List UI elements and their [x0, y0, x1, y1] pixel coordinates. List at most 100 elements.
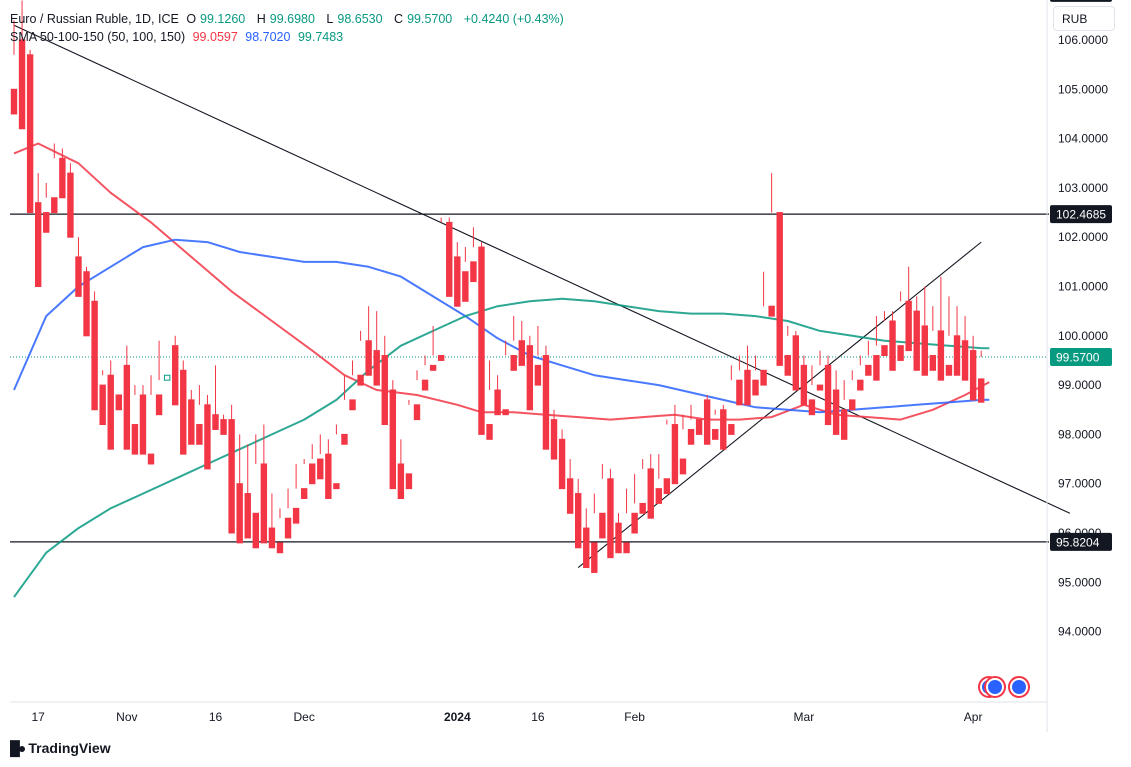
candle[interactable] [220, 414, 227, 435]
candle[interactable] [486, 360, 493, 440]
candle[interactable] [824, 355, 832, 426]
candle[interactable] [800, 355, 808, 406]
candle[interactable] [107, 360, 114, 450]
candle[interactable] [768, 173, 775, 317]
candle[interactable] [317, 434, 324, 480]
trendline-1[interactable] [13, 24, 1071, 514]
candle[interactable] [792, 330, 800, 391]
candle[interactable] [671, 404, 679, 485]
candle[interactable] [470, 227, 477, 283]
tradingview-logo[interactable]: █● TradingView [10, 740, 111, 756]
candle[interactable] [784, 325, 791, 376]
candle[interactable] [752, 355, 759, 396]
candle[interactable] [526, 335, 534, 411]
candle[interactable] [961, 316, 969, 381]
level-price-tag[interactable]: 106.9560 [1050, 0, 1112, 2]
candle[interactable] [857, 355, 864, 391]
candle[interactable] [429, 325, 437, 371]
candle[interactable] [147, 375, 155, 465]
candle[interactable] [34, 173, 42, 287]
last-price-tag[interactable]: 99.5700 [1050, 347, 1112, 366]
candle[interactable] [905, 266, 912, 352]
candle[interactable] [897, 291, 904, 361]
candle[interactable] [421, 355, 429, 391]
candle[interactable] [744, 345, 751, 406]
candle[interactable] [478, 242, 485, 435]
candle[interactable] [115, 365, 122, 411]
candle[interactable] [292, 463, 300, 524]
candle[interactable] [873, 316, 880, 381]
candle[interactable] [679, 414, 687, 475]
candle[interactable] [591, 493, 598, 573]
candle[interactable] [228, 404, 235, 534]
candle[interactable] [10, 20, 18, 115]
candle[interactable] [300, 459, 308, 499]
candle[interactable] [566, 459, 574, 514]
candle[interactable] [542, 345, 550, 450]
candle[interactable] [236, 434, 243, 544]
level-price-tag[interactable]: 95.8204 [1050, 532, 1112, 551]
candle[interactable] [518, 321, 525, 366]
candle[interactable] [550, 409, 558, 460]
candle[interactable] [558, 429, 566, 490]
candle[interactable] [155, 340, 163, 416]
candle[interactable] [373, 311, 380, 386]
candle[interactable] [381, 335, 388, 426]
candle[interactable] [736, 355, 743, 406]
candle[interactable] [454, 242, 461, 307]
candle[interactable] [446, 217, 453, 297]
candle[interactable] [840, 380, 848, 440]
candle[interactable] [687, 404, 695, 445]
candle[interactable] [534, 325, 542, 386]
candle[interactable] [889, 311, 896, 371]
candle[interactable] [913, 296, 920, 371]
candle[interactable] [413, 370, 421, 421]
candle[interactable] [43, 182, 50, 233]
event-flag-icon[interactable] [984, 676, 1006, 698]
candle[interactable] [929, 306, 937, 371]
candle[interactable] [816, 350, 824, 391]
currency-button[interactable]: RUB [1053, 6, 1115, 31]
sma-line-sma50[interactable] [13, 142, 990, 421]
candle[interactable] [849, 370, 856, 411]
candle[interactable] [276, 508, 284, 554]
candle[interactable] [494, 375, 501, 416]
candle[interactable] [583, 508, 590, 569]
candle[interactable] [615, 513, 622, 554]
candle[interactable] [832, 370, 840, 435]
candle[interactable] [26, 49, 34, 214]
candle[interactable] [978, 350, 985, 403]
candle[interactable] [172, 335, 179, 406]
candle[interactable] [131, 385, 139, 455]
candle[interactable] [720, 404, 727, 450]
candle[interactable] [309, 444, 316, 485]
candle[interactable] [945, 296, 953, 376]
candle[interactable] [268, 493, 276, 549]
candle[interactable] [325, 439, 332, 499]
candle[interactable] [607, 468, 614, 559]
candle[interactable] [349, 360, 356, 411]
sma-label[interactable]: SMA 50-100-150 (50, 100, 150) [10, 30, 186, 44]
candle[interactable] [728, 365, 735, 435]
candle[interactable] [75, 237, 82, 297]
candle[interactable] [695, 400, 703, 435]
candle[interactable] [712, 409, 719, 440]
candle[interactable] [953, 306, 961, 376]
candle[interactable] [196, 385, 203, 445]
candle[interactable] [252, 434, 260, 549]
candle[interactable] [188, 390, 195, 445]
candle[interactable] [639, 459, 646, 514]
candle[interactable] [881, 311, 888, 357]
candle[interactable] [99, 370, 106, 426]
candle[interactable] [91, 291, 98, 411]
candle[interactable] [389, 380, 397, 490]
candle[interactable] [502, 340, 509, 416]
candle[interactable] [123, 345, 131, 450]
candle[interactable] [760, 271, 767, 386]
candle[interactable] [623, 488, 630, 554]
sma-line-sma150[interactable] [13, 297, 990, 598]
level-price-tag[interactable]: 102.4685 [1050, 205, 1112, 224]
candle[interactable] [357, 330, 364, 386]
candle[interactable] [397, 439, 405, 499]
